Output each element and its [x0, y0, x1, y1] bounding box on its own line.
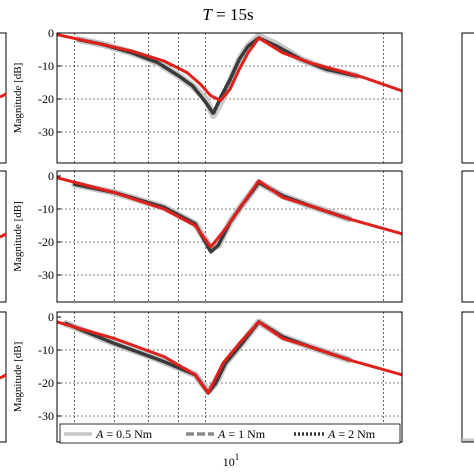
left-panel-3-curve	[0, 373, 7, 380]
series-model	[57, 176, 402, 249]
plot-frame	[56, 32, 403, 164]
y-tick-label: 0	[48, 26, 54, 40]
series-model	[57, 320, 402, 395]
plot-frame	[56, 170, 403, 303]
legend-a1-rest: = 1 Nm	[225, 427, 265, 441]
legend-item-a1: A = 1 Nm	[217, 427, 266, 441]
panel-1: 0 -10 -20 -30 Magnitude [dB]	[12, 26, 403, 164]
title-rest: = 15s	[212, 5, 254, 24]
legend-a05-rest: = 0.5 Nm	[103, 427, 152, 441]
title-var: T	[202, 5, 213, 24]
y-tick-label: -20	[38, 376, 54, 390]
panel-2: 0 -10 -20 -30 Magnitude [dB]	[12, 169, 403, 303]
series-a2	[64, 320, 351, 395]
figure-title: T = 15s	[202, 5, 253, 24]
y-tick-label: 0	[48, 310, 54, 324]
y-tick-label: -20	[38, 92, 54, 106]
y-axis-label: Magnitude [dB]	[12, 342, 24, 413]
x-tick-base: 10	[223, 455, 235, 469]
y-tick-label: 0	[48, 169, 54, 183]
left-panel-1-frame	[0, 32, 7, 164]
right-panel-1-frame	[461, 32, 474, 164]
panels-group: 0 -10 -20 -30 Magnitude [dB] 0 -10 -20 -30 Magnit…	[12, 26, 403, 443]
y-tick-label: -30	[38, 125, 54, 139]
legend-a2-rest: = 2 Nm	[335, 427, 375, 441]
x-tick-exp: 1	[235, 452, 240, 462]
y-tick-label: -30	[38, 268, 54, 282]
y-tick-label: -20	[38, 235, 54, 249]
y-tick-label: -30	[38, 409, 54, 423]
panel-3: 0 -10 -20 -30 Magnitude [dB]	[12, 310, 403, 443]
left-neighbor-panels	[0, 32, 7, 443]
legend-item-a2: A = 2 Nm	[327, 427, 376, 441]
x-tick-label: 101	[223, 452, 240, 469]
left-panel-3-frame	[0, 311, 7, 443]
series-a05	[62, 318, 353, 395]
legend-box	[59, 423, 401, 444]
y-tick-label: -10	[38, 59, 54, 73]
plot-frame	[56, 311, 403, 443]
y-tick-label: -10	[38, 343, 54, 357]
legend-a1-var: A	[217, 427, 226, 441]
legend-item-a05: A = 0.5 Nm	[95, 427, 153, 441]
right-panel-2-frame	[461, 170, 474, 303]
right-panel-3-frame	[461, 311, 474, 443]
y-axis-label: Magnitude [dB]	[12, 201, 24, 272]
y-axis-label: Magnitude [dB]	[12, 63, 24, 134]
legend: A = 0.5 Nm A = 1 Nm A = 2 Nm	[59, 423, 401, 444]
left-panel-2-frame	[0, 170, 7, 303]
series-a2	[77, 36, 359, 116]
left-panel-2-curve	[0, 232, 7, 239]
series-model	[57, 33, 402, 103]
series-a1	[64, 320, 351, 395]
y-tick-label: -10	[38, 202, 54, 216]
left-panel-1-curve	[0, 92, 7, 99]
legend-a2-var: A	[327, 427, 336, 441]
legend-a05-var: A	[95, 427, 104, 441]
right-neighbor-panels	[461, 32, 474, 443]
